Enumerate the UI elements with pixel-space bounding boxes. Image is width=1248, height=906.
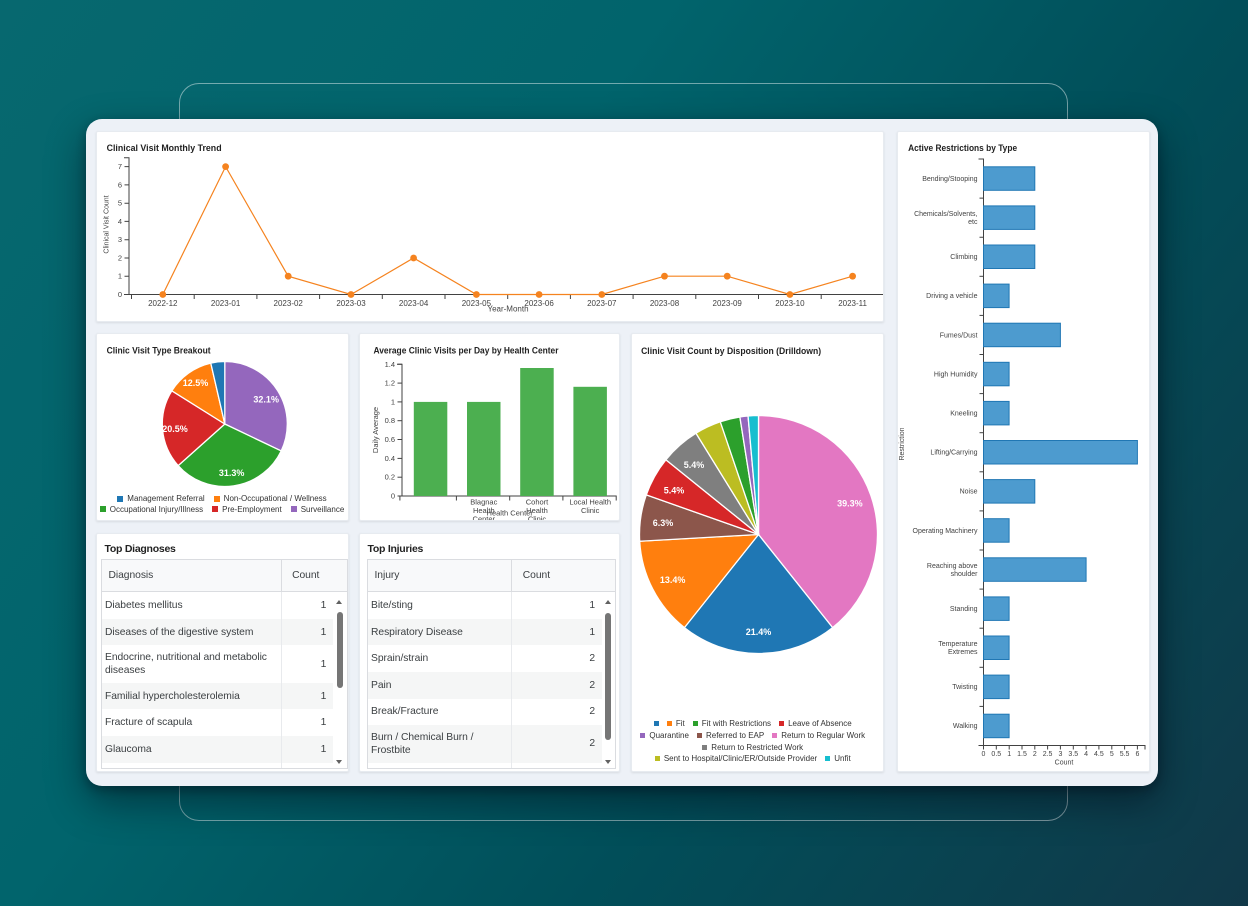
svg-text:31.3%: 31.3% [218,468,244,478]
svg-text:Standing: Standing [950,606,978,613]
svg-text:2023-08: 2023-08 [649,299,679,308]
svg-text:4: 4 [117,217,121,226]
svg-text:Clinic: Clinic [527,514,546,521]
svg-text:5.5: 5.5 [1120,751,1130,758]
svg-text:Health Center: Health Center [486,508,533,517]
svg-text:Twisting: Twisting [952,684,977,691]
svg-text:3.5: 3.5 [1068,751,1078,758]
svg-text:0.4: 0.4 [384,453,394,462]
svg-text:2: 2 [117,254,121,263]
svg-text:Fumes/Dust: Fumes/Dust [940,332,978,339]
svg-text:32.1%: 32.1% [253,394,279,404]
svg-text:2023-10: 2023-10 [775,299,805,308]
svg-text:Clinical Visit Monthly Trend: Clinical Visit Monthly Trend [106,143,221,153]
svg-text:2023-04: 2023-04 [398,299,428,308]
svg-text:2: 2 [1033,751,1037,758]
svg-text:0: 0 [390,491,394,500]
svg-text:6.3%: 6.3% [652,518,673,528]
svg-text:4: 4 [1084,751,1088,758]
svg-text:6: 6 [117,180,121,189]
svg-text:5.4%: 5.4% [663,485,684,495]
svg-text:Daily Average: Daily Average [371,406,380,452]
svg-text:High Humidity: High Humidity [934,371,978,378]
svg-text:Active Restrictions by Type: Active Restrictions by Type [908,143,1017,153]
svg-text:1.2: 1.2 [384,378,394,387]
svg-text:Year-Month: Year-Month [487,305,528,314]
svg-text:Kneeling: Kneeling [950,411,977,418]
svg-text:5: 5 [117,199,121,208]
svg-text:2023-02: 2023-02 [273,299,303,308]
svg-text:13.4%: 13.4% [659,575,685,585]
svg-text:5: 5 [1110,751,1114,758]
svg-text:Local Health: Local Health [569,497,611,506]
svg-text:1.4: 1.4 [384,359,394,368]
svg-text:Health: Health [526,506,548,515]
svg-text:21.4%: 21.4% [745,627,771,637]
svg-text:Health: Health [472,506,494,515]
svg-text:Chemicals/Solvents,: Chemicals/Solvents, [914,211,977,218]
svg-text:2023-03: 2023-03 [336,299,366,308]
svg-text:2023-07: 2023-07 [587,299,617,308]
svg-text:3: 3 [1058,751,1062,758]
svg-text:Clinical Visit Count: Clinical Visit Count [103,195,110,253]
svg-text:0.8: 0.8 [384,416,394,425]
svg-text:5.4%: 5.4% [683,460,704,470]
svg-text:etc: etc [968,219,978,226]
svg-text:Cohort: Cohort [525,497,548,506]
svg-text:Average Clinic Visits per Day: Average Clinic Visits per Day by Health … [373,345,558,355]
svg-text:0.6: 0.6 [384,435,394,444]
svg-text:Temperature: Temperature [938,641,977,648]
svg-text:Climbing: Climbing [950,254,977,261]
svg-text:Count: Count [1055,760,1074,767]
svg-text:Driving a vehicle: Driving a vehicle [926,293,977,300]
svg-text:3: 3 [117,235,121,244]
svg-text:2022-12: 2022-12 [148,299,178,308]
svg-text:Noise: Noise [960,489,978,496]
svg-text:7: 7 [117,162,121,171]
svg-text:0: 0 [117,290,121,299]
svg-text:2.5: 2.5 [1043,751,1053,758]
svg-text:20.5%: 20.5% [162,424,188,434]
svg-text:1: 1 [117,272,121,281]
svg-text:Reaching above: Reaching above [927,563,978,570]
svg-text:shoulder: shoulder [951,571,979,578]
svg-text:2023-06: 2023-06 [524,299,554,308]
svg-text:Clinic Visit Type Breakout: Clinic Visit Type Breakout [106,345,210,355]
svg-text:4.5: 4.5 [1094,751,1104,758]
svg-text:Bending/Stooping: Bending/Stooping [922,176,977,183]
svg-text:Operating Machinery: Operating Machinery [913,528,978,535]
svg-text:2023-05: 2023-05 [461,299,491,308]
svg-text:12.5%: 12.5% [182,377,208,387]
svg-text:Walking: Walking [953,723,978,730]
svg-text:0.5: 0.5 [991,751,1001,758]
svg-text:Center: Center [472,514,495,521]
svg-text:2023-09: 2023-09 [712,299,742,308]
svg-text:2023-11: 2023-11 [838,299,867,308]
svg-text:1.5: 1.5 [1017,751,1027,758]
svg-text:0: 0 [982,751,986,758]
svg-text:1: 1 [1007,751,1011,758]
svg-text:2023-01: 2023-01 [210,299,240,308]
svg-text:Clinic: Clinic [581,506,600,515]
svg-text:Extremes: Extremes [948,649,978,656]
svg-text:Lifting/Carrying: Lifting/Carrying [930,450,977,457]
svg-text:6: 6 [1135,751,1139,758]
svg-text:Clinic Visit Count by Disposit: Clinic Visit Count by Disposition (Drill… [641,345,821,355]
svg-text:1: 1 [390,397,394,406]
svg-text:Restriction: Restriction [899,427,906,460]
svg-text:Blagnac: Blagnac [470,497,497,506]
svg-text:0.2: 0.2 [384,472,394,481]
svg-text:39.3%: 39.3% [837,498,863,508]
